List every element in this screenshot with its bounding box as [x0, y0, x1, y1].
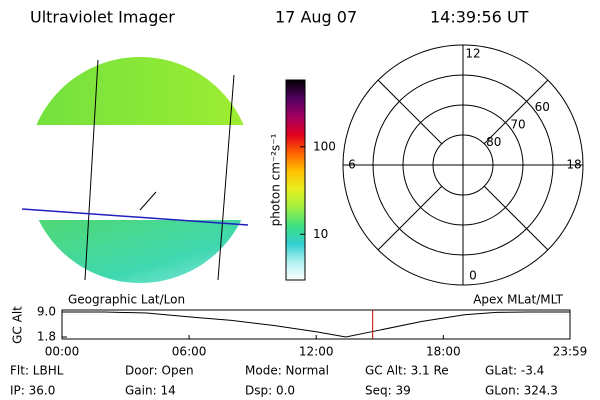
- lat-label: 70: [510, 118, 525, 132]
- right-label: Apex MLat/MLT: [473, 293, 563, 307]
- lat-label: 60: [535, 100, 550, 114]
- south-swath: [27, 220, 253, 283]
- x-tick-label: 18:00: [426, 345, 461, 359]
- meridian: [217, 74, 235, 281]
- y-axis-label: GC Alt: [11, 306, 25, 344]
- mlt-line: [377, 79, 443, 145]
- image-grid: [84, 59, 235, 281]
- mlt-label: 6: [348, 158, 356, 172]
- status-field: Seq: 39: [365, 384, 411, 398]
- meridian: [84, 59, 99, 281]
- mlt-line: [377, 185, 443, 251]
- title: Ultraviolet Imager: [30, 8, 175, 27]
- plot-frame: [61, 309, 571, 340]
- colorbar: 10 100: [285, 79, 336, 281]
- status-field: Door: Open: [125, 364, 194, 378]
- status-field: Mode: Normal: [245, 364, 329, 378]
- status-field: Gain: 14: [125, 384, 176, 398]
- colorbar-tick-label: 10: [313, 227, 328, 241]
- status-field: GLat: -3.4: [485, 364, 544, 378]
- status-field: GLon: 324.3: [485, 384, 558, 398]
- status-footer: Flt: LBHL Door: Open Mode: Normal GC Alt: 3…: [10, 364, 558, 398]
- altitude-plot: Geographic Lat/Lon Apex MLat/MLT GC Alt 9.0…: [11, 293, 588, 359]
- x-tick-label: 06:00: [172, 345, 207, 359]
- status-field: IP: 36.0: [10, 384, 55, 398]
- mlt-label: 12: [465, 47, 480, 61]
- mlt-label: 18: [566, 158, 581, 172]
- mlt-line: [483, 185, 549, 251]
- date: 17 Aug 07: [275, 8, 357, 27]
- altitude-line: [62, 311, 570, 338]
- uv-image: [27, 57, 253, 283]
- colorbar-fill: [285, 79, 306, 281]
- status-field: Dsp: 0.0: [245, 384, 295, 398]
- lat-label: 80: [486, 135, 501, 149]
- status-field: Flt: LBHL: [10, 364, 64, 378]
- y-tick-label: 9.0: [37, 305, 56, 319]
- x-tick-label: 23:59: [553, 345, 588, 359]
- time: 14:39:56 UT: [430, 8, 529, 27]
- north-swath: [27, 57, 253, 125]
- mlt-line: [483, 79, 549, 145]
- meridian: [139, 191, 157, 211]
- y-tick-label: 1.8: [37, 330, 56, 344]
- x-tick-label: 12:00: [299, 345, 334, 359]
- colorbar-label: photon cm⁻²s⁻¹: [269, 133, 283, 226]
- x-tick-label: 00:00: [45, 345, 80, 359]
- mlt-label: 0: [469, 269, 477, 283]
- colorbar-tick-label: 100: [313, 139, 336, 153]
- left-label: Geographic Lat/Lon: [68, 293, 185, 307]
- polar-plot: 80 70 60 0 6 12 18: [342, 44, 584, 286]
- terminator: [21, 208, 249, 226]
- status-field: GC Alt: 3.1 Re: [365, 364, 449, 378]
